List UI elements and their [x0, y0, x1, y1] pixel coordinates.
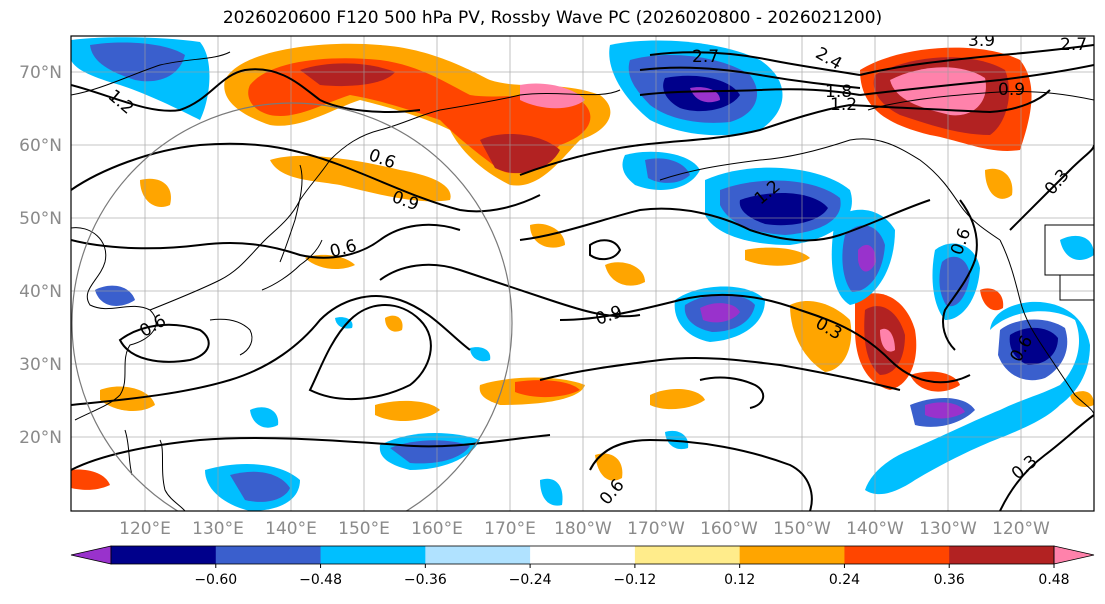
colorbar-tick-label: 0.48 — [1038, 572, 1069, 588]
positive-anomaly-region — [650, 388, 705, 410]
positive-anomaly-region — [745, 247, 810, 266]
colorbar-segment — [215, 546, 322, 564]
lon-label: 120°W — [992, 519, 1050, 539]
colorbar-tick-label: 0.12 — [724, 572, 755, 588]
positive-anomaly-region — [985, 168, 1013, 199]
negative-anomaly-region — [90, 42, 185, 82]
negative-anomaly-region — [939, 256, 970, 307]
colorbar-tick-label: −0.48 — [299, 572, 342, 588]
colorbar: −0.60 −0.48 −0.36 −0.24 −0.12 0.12 0.24 0.36 0.4… — [70, 545, 1095, 588]
lon-label: 150°W — [773, 519, 831, 539]
colorbar-segment — [530, 546, 636, 564]
lat-label: 60°N — [19, 136, 62, 156]
lon-label: 150°E — [338, 519, 390, 539]
latitude-labels: 70°N 60°N 50°N 40°N 30°N 20°N — [19, 63, 62, 448]
lat-label: 30°N — [19, 355, 62, 375]
negative-anomaly-region — [540, 478, 563, 506]
positive-anomaly-region — [300, 63, 395, 87]
positive-anomaly-region — [980, 288, 1004, 311]
positive-anomaly-region — [480, 134, 560, 174]
lat-label: 50°N — [19, 209, 62, 229]
lat-label: 20°N — [19, 428, 62, 448]
negative-anomaly-region — [1060, 235, 1094, 260]
lon-label: 160°E — [411, 519, 463, 539]
lon-label: 140°W — [846, 519, 904, 539]
negative-anomaly-region — [925, 402, 965, 419]
positive-anomaly-region — [595, 453, 623, 481]
colorbar-tick-label: −0.12 — [613, 572, 656, 588]
negative-anomaly-region — [470, 347, 491, 362]
pv-anomaly-fill — [71, 37, 1094, 511]
negative-anomaly-region — [335, 317, 353, 329]
colorbar-tick-label: −0.60 — [194, 572, 237, 588]
lon-label: 180°W — [554, 519, 612, 539]
lon-label: 130°W — [919, 519, 977, 539]
lon-label: 170°E — [484, 519, 536, 539]
colorbar-segment — [739, 546, 845, 564]
negative-anomaly-region — [1009, 327, 1058, 365]
lon-label: 130°E — [192, 519, 244, 539]
colorbar-segment — [320, 546, 426, 564]
colorbar-tick-label: −0.24 — [509, 572, 552, 588]
colorbar-frame — [110, 545, 1055, 565]
contour-label: 2.7 — [692, 47, 719, 67]
colorbar-tick-label: −0.36 — [404, 572, 447, 588]
contour-label: 0.9 — [998, 80, 1025, 100]
graticule — [71, 36, 1094, 511]
colorbar-segment — [634, 546, 741, 564]
colorbar-segment — [425, 546, 531, 564]
colorbar-tick-label: 0.36 — [934, 572, 965, 588]
lon-label: 140°E — [265, 519, 317, 539]
negative-anomaly-region — [250, 407, 279, 428]
colorbar-segment — [949, 546, 1055, 564]
map-title: 2026020600 F120 500 hPa PV, Rossby Wave … — [222, 8, 883, 28]
positive-anomaly-region — [880, 328, 895, 352]
positive-anomaly-region — [520, 83, 585, 109]
contour-label: 1.8 — [825, 82, 852, 102]
negative-anomaly-region — [858, 244, 876, 272]
contour-label: 3.9 — [968, 31, 995, 51]
lon-label: 170°W — [627, 519, 685, 539]
colorbar-max-arrow — [1053, 545, 1095, 565]
positive-anomaly-region — [270, 155, 451, 202]
positive-anomaly-region — [375, 400, 440, 422]
positive-anomaly-region — [890, 67, 986, 116]
contour-label: 1.2 — [830, 95, 857, 115]
colorbar-segment — [844, 546, 950, 564]
map-frame — [70, 35, 1095, 512]
positive-anomaly-region — [515, 380, 580, 398]
negative-anomaly-region — [865, 301, 1090, 495]
negative-anomaly-region — [230, 471, 290, 502]
positive-anomaly-region — [605, 262, 645, 286]
colorbar-min-arrow — [70, 545, 112, 565]
longitude-labels: 120°E 130°E 140°E 150°E 160°E 170°E 180°… — [119, 519, 1050, 539]
positive-anomaly-region — [790, 300, 852, 372]
positive-anomaly-region — [1070, 391, 1094, 407]
lat-label: 40°N — [19, 282, 62, 302]
colorbar-tick-label: 0.24 — [829, 572, 860, 588]
negative-anomaly-region — [739, 193, 828, 226]
positive-anomaly-region — [385, 315, 403, 332]
pv-contours — [71, 44, 1094, 511]
positive-anomaly-region — [71, 469, 110, 490]
positive-anomaly-region — [140, 178, 171, 208]
colorbar-segment — [111, 546, 217, 564]
lon-label: 160°W — [700, 519, 758, 539]
contour-label: 2.7 — [1060, 35, 1087, 55]
lon-label: 120°E — [119, 519, 171, 539]
projection-circle — [71, 102, 513, 511]
negative-anomaly-region — [700, 303, 740, 323]
lat-label: 70°N — [19, 63, 62, 83]
coastlines — [71, 51, 1094, 511]
